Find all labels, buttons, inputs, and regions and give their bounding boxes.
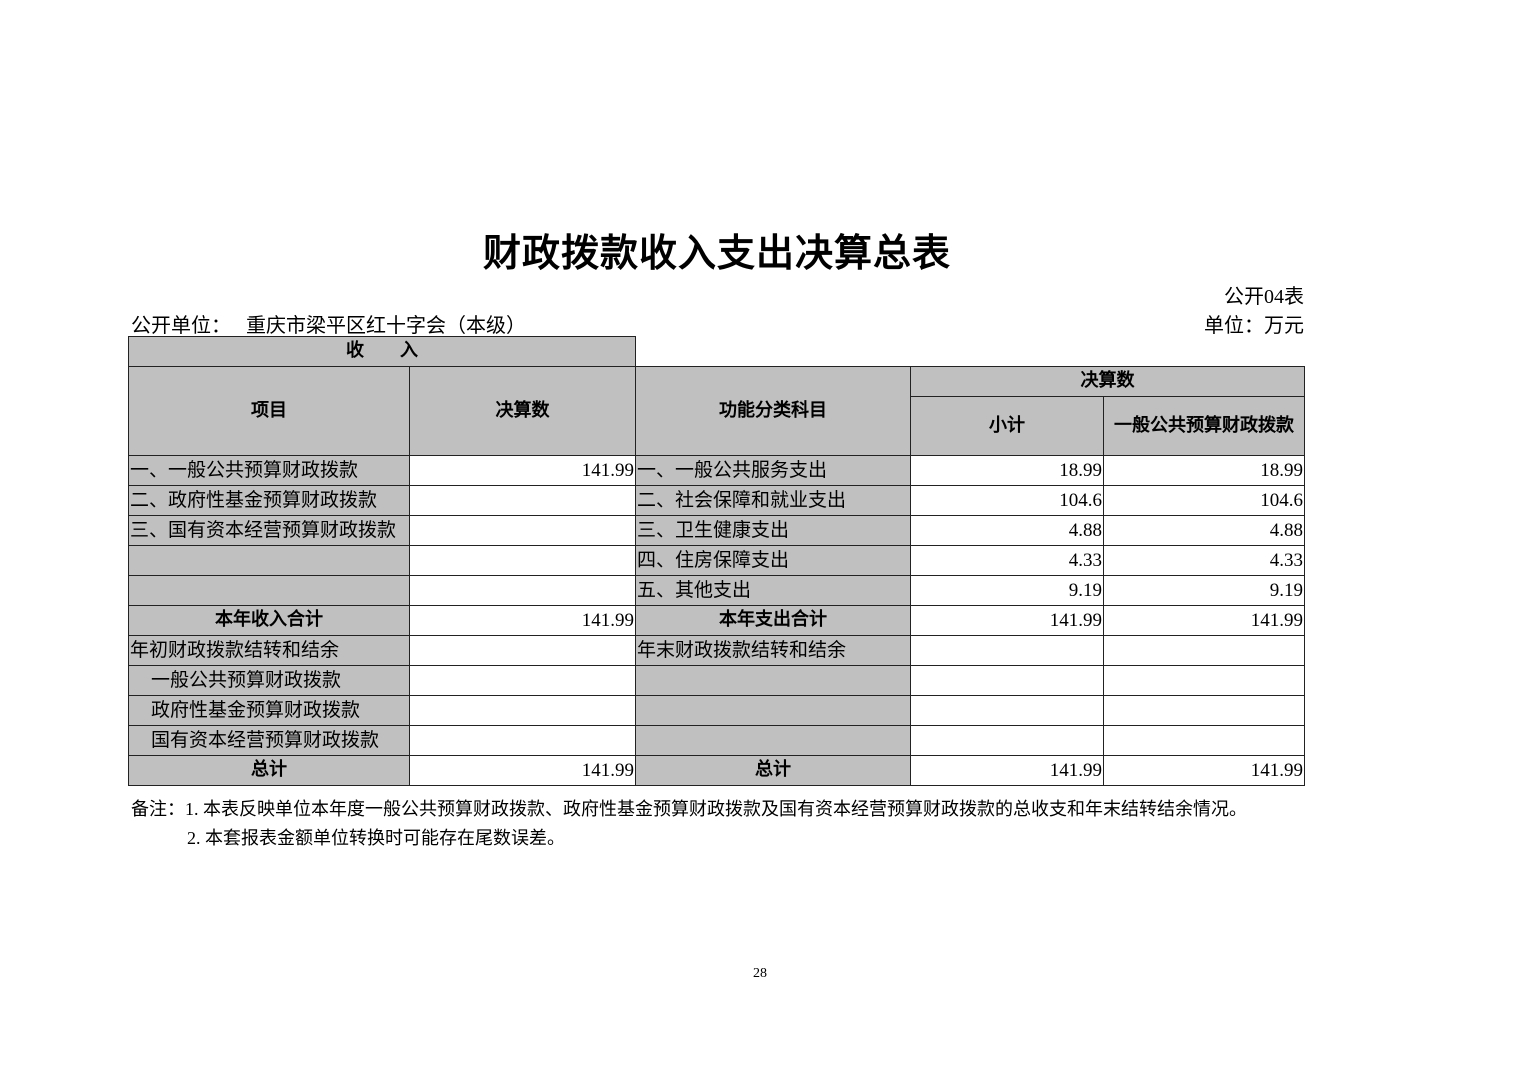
page-title: 财政拨款收入支出决算总表: [482, 233, 951, 275]
item-header: 项目: [128, 366, 410, 456]
general-budget-cell: [1103, 635, 1305, 666]
subtotal-cell: 104.6: [910, 485, 1104, 516]
table-row: 二、政府性基金预算财政拨款 二、社会保障和就业支出 104.6 104.6: [128, 485, 1305, 516]
income-amount-cell: [409, 575, 636, 606]
expense-category-cell: 四、住房保障支出: [635, 545, 911, 576]
income-amount-cell: [409, 485, 636, 516]
general-budget-cell: [1103, 665, 1305, 696]
page-number: 28: [753, 966, 767, 981]
table-row: 政府性基金预算财政拨款: [128, 695, 1305, 726]
general-budget-cell: 18.99: [1103, 455, 1305, 486]
currency-unit: 单位：万元: [1204, 315, 1304, 337]
general-budget-cell: [1103, 695, 1305, 726]
subtotal-cell: 4.88: [910, 515, 1104, 546]
expense-category-cell: 年末财政拨款结转和结余: [635, 635, 911, 666]
general-budget-header: 一般公共预算财政拨款: [1103, 396, 1305, 456]
subtotal-cell: 4.33: [910, 545, 1104, 576]
income-item-cell: 三、国有资本经营预算财政拨款: [128, 515, 410, 546]
note-1: 备注：1. 本表反映单位本年度一般公共预算财政拨款、政府性基金预算财政拨款及国有…: [131, 799, 1247, 819]
expense-category-cell: 二、社会保障和就业支出: [635, 485, 911, 516]
table-row: 三、国有资本经营预算财政拨款 三、卫生健康支出 4.88 4.88: [128, 515, 1305, 546]
income-item-cell: 一般公共预算财政拨款: [128, 665, 410, 696]
expense-category-cell: 五、其他支出: [635, 575, 911, 606]
expense-category-cell: [635, 695, 911, 726]
table-row: 四、住房保障支出 4.33 4.33: [128, 545, 1305, 576]
subtotal-cell: 141.99: [910, 605, 1104, 636]
subtotal-cell: [910, 725, 1104, 756]
subtotal-cell: [910, 665, 1104, 696]
subtotal-cell: 141.99: [910, 755, 1104, 786]
income-item-cell: 二、政府性基金预算财政拨款: [128, 485, 410, 516]
table-row: 一、一般公共预算财政拨款 141.99 一、一般公共服务支出 18.99 18.99: [128, 455, 1305, 486]
table-row: 五、其他支出 9.19 9.19: [128, 575, 1305, 606]
general-budget-cell: 141.99: [1103, 605, 1305, 636]
table-row: 年初财政拨款结转和结余 年末财政拨款结转和结余: [128, 635, 1305, 666]
income-amount-cell: [409, 635, 636, 666]
expense-category-cell: 总计: [635, 755, 911, 786]
general-budget-cell: 141.99: [1103, 755, 1305, 786]
income-amount-cell: [409, 695, 636, 726]
income-item-cell: [128, 575, 410, 606]
income-item-cell: 年初财政拨款结转和结余: [128, 635, 410, 666]
table-row: 本年收入合计 141.99 本年支出合计 141.99 141.99: [128, 605, 1305, 636]
income-item-cell: 本年收入合计: [128, 605, 410, 636]
table-row: 总计 141.99 总计 141.99 141.99: [128, 755, 1305, 786]
final-amount-header: 决算数: [910, 366, 1305, 397]
reporting-unit: 公开单位： 重庆市梁平区红十字会（本级）: [131, 309, 526, 338]
income-amount-cell: 141.99: [409, 455, 636, 486]
subtotal-cell: 9.19: [910, 575, 1104, 606]
expense-category-cell: [635, 725, 911, 756]
income-amount-cell: 141.99: [409, 605, 636, 636]
general-budget-cell: 9.19: [1103, 575, 1305, 606]
subtotal-cell: 18.99: [910, 455, 1104, 486]
income-item-cell: 一、一般公共预算财政拨款: [128, 455, 410, 486]
income-header: 收 入: [128, 336, 636, 367]
budget-table: 收 入 项目 决算数 功能分类科目 决算数 小计 一般公共预算财政拨款 一、一般…: [128, 336, 1305, 786]
general-budget-cell: 4.33: [1103, 545, 1305, 576]
income-amount-cell: [409, 665, 636, 696]
income-item-cell: [128, 545, 410, 576]
general-budget-cell: 104.6: [1103, 485, 1305, 516]
income-amount-cell: [409, 725, 636, 756]
expense-category-cell: 三、卫生健康支出: [635, 515, 911, 546]
table-row: 一般公共预算财政拨款: [128, 665, 1305, 696]
table-number: 公开04表: [1224, 286, 1304, 308]
expense-category-cell: 本年支出合计: [635, 605, 911, 636]
income-item-cell: 政府性基金预算财政拨款: [128, 695, 410, 726]
subtotal-header: 小计: [910, 396, 1104, 456]
function-category-header: 功能分类科目: [635, 366, 911, 456]
income-item-cell: 总计: [128, 755, 410, 786]
income-amount-cell: [409, 545, 636, 576]
unit-name: 重庆市梁平区红十字会（本级）: [246, 315, 526, 337]
unit-label: 公开单位：: [131, 315, 231, 337]
income-amount-cell: 141.99: [409, 755, 636, 786]
income-item-cell: 国有资本经营预算财政拨款: [128, 725, 410, 756]
subtotal-cell: [910, 695, 1104, 726]
expense-category-cell: 一、一般公共服务支出: [635, 455, 911, 486]
note-2: 2. 本套报表金额单位转换时可能存在尾数误差。: [187, 828, 565, 848]
general-budget-cell: [1103, 725, 1305, 756]
amount-header: 决算数: [409, 366, 636, 456]
blank-cell: [635, 336, 1305, 367]
income-amount-cell: [409, 515, 636, 546]
expense-category-cell: [635, 665, 911, 696]
subtotal-cell: [910, 635, 1104, 666]
table-row: 国有资本经营预算财政拨款: [128, 725, 1305, 756]
general-budget-cell: 4.88: [1103, 515, 1305, 546]
